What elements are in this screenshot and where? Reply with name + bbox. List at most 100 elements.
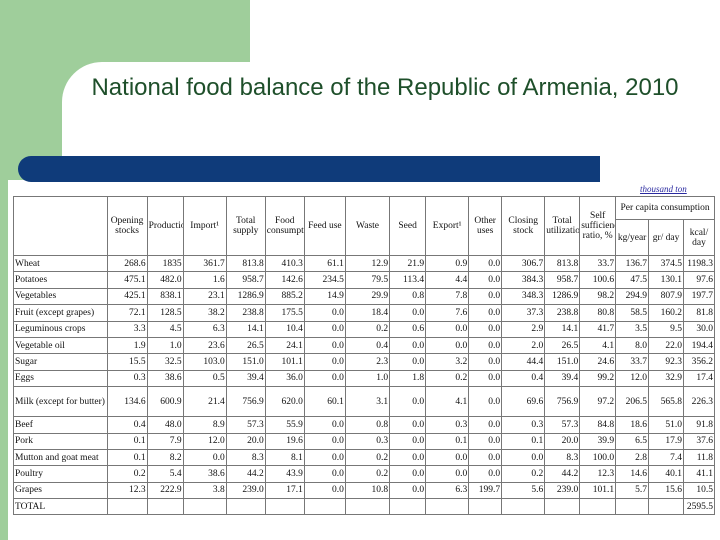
table-cell: 0.2 [425, 369, 470, 388]
table-row: Milk (except for butter) 134.6 600.9 21.4 75… [13, 386, 716, 418]
table-cell: 7.9 [146, 432, 184, 450]
table-cell: 97.2 [579, 386, 617, 418]
table-cell: 3.1 [344, 386, 391, 418]
table-cell: 0.2 [344, 320, 391, 338]
table-cell: 38.6 [182, 465, 227, 483]
table-cell: 8.2 [146, 448, 184, 467]
table-cell: 222.9 [146, 481, 184, 500]
table-cell: 600.9 [146, 386, 184, 418]
table-cell: 234.5 [303, 271, 346, 289]
table-cell [648, 498, 684, 516]
table-cell: 756.9 [544, 386, 581, 418]
table-cell: 348.3 [501, 287, 546, 306]
header-closing-stock: Closing stock [501, 196, 546, 256]
table-cell [579, 498, 617, 516]
table-cell [468, 498, 503, 516]
table-cell: 57.3 [225, 416, 266, 434]
table-cell: 136.7 [615, 254, 650, 273]
table-cell: 14.1 [225, 320, 266, 338]
table-cell: 620.0 [264, 386, 305, 418]
table-cell: 151.0 [544, 353, 581, 371]
table-cell [106, 498, 148, 516]
table-cell: 40.1 [648, 465, 684, 483]
table-cell: 23.6 [182, 336, 227, 355]
header-waste: Waste [344, 196, 391, 256]
table-cell: 14.6 [615, 465, 650, 483]
table-cell: 175.5 [264, 304, 305, 322]
table-cell: 0.0 [389, 386, 427, 418]
table-cell: 0.0 [389, 432, 427, 450]
table-cell: 98.2 [579, 287, 617, 306]
table-cell: 194.4 [682, 336, 716, 355]
table-cell: 1.9 [106, 336, 148, 355]
table-cell: 1198.3 [682, 254, 716, 273]
table-cell: 1286.9 [544, 287, 581, 306]
table-row: Eggs 0.3 38.6 0.5 39.4 36.0 0.0 1.0 1.8 0.2 0.0 0.4… [13, 369, 716, 388]
table-cell: 239.0 [225, 481, 266, 500]
table-cell: 33.7 [579, 254, 617, 273]
table-cell: 97.6 [682, 271, 716, 289]
table-cell: 3.8 [182, 481, 227, 500]
table-cell: 12.0 [615, 369, 650, 388]
table-cell: 103.0 [182, 353, 227, 371]
table-cell: 0.6 [389, 320, 427, 338]
table-cell: 0.0 [468, 287, 503, 306]
table-cell: 14.9 [303, 287, 346, 306]
table-cell: 101.1 [264, 353, 305, 371]
table-cell: 0.8 [344, 416, 391, 434]
table-cell: 1.0 [146, 336, 184, 355]
table-cell: 0.8 [389, 287, 427, 306]
table-cell: 3.3 [106, 320, 148, 338]
table-cell: 0.0 [389, 416, 427, 434]
table-cell: 0.0 [303, 448, 346, 467]
row-label: Sugar [13, 353, 108, 371]
table-cell: 0.0 [303, 481, 346, 500]
table-cell: 0.0 [389, 465, 427, 483]
table-row: Pork 0.1 7.9 12.0 20.0 19.6 0.0 0.3 0.0 0.1 0.0 0.1… [13, 432, 716, 450]
table-cell: 58.5 [615, 304, 650, 322]
table-cell: 0.2 [106, 465, 148, 483]
table-cell: 92.3 [648, 353, 684, 371]
row-label: Grapes [13, 481, 108, 500]
table-cell: 10.5 [682, 481, 716, 500]
table-cell: 18.6 [615, 416, 650, 434]
table-cell: 38.6 [146, 369, 184, 388]
table-cell: 0.0 [425, 320, 470, 338]
table-cell: 5.4 [146, 465, 184, 483]
slide-title: National food balance of the Republic of… [91, 74, 679, 101]
table-cell: 30.0 [682, 320, 716, 338]
table-cell: 361.7 [182, 254, 227, 273]
table-cell: 238.8 [544, 304, 581, 322]
table-cell [544, 498, 581, 516]
table-cell: 0.0 [303, 465, 346, 483]
table-cell: 14.1 [544, 320, 581, 338]
table-cell: 8.1 [264, 448, 305, 467]
header-self-sufficiency: Self sufficiency ratio, % [579, 196, 617, 256]
table-cell: 0.0 [389, 353, 427, 371]
table-cell: 37.3 [501, 304, 546, 322]
table-cell: 0.0 [303, 369, 346, 388]
row-label: Pork [13, 432, 108, 450]
table-cell: 813.8 [544, 254, 581, 273]
table-cell: 6.5 [615, 432, 650, 450]
table-cell: 0.0 [389, 304, 427, 322]
table-cell: 0.2 [344, 448, 391, 467]
table-cell: 0.0 [468, 416, 503, 434]
table-cell: 0.4 [106, 416, 148, 434]
table-cell: 26.5 [225, 336, 266, 355]
table-cell: 958.7 [225, 271, 266, 289]
table-cell: 0.0 [468, 369, 503, 388]
row-label: Leguminous crops [13, 320, 108, 338]
row-label: Poultry [13, 465, 108, 483]
table-cell: 0.2 [501, 465, 546, 483]
table-cell: 306.7 [501, 254, 546, 273]
table-cell: 91.8 [682, 416, 716, 434]
table-row: Grapes 12.3 222.9 3.8 239.0 17.1 0.0 10.8 0.0 6.3… [13, 481, 716, 500]
table-cell: 20.0 [544, 432, 581, 450]
table-cell [303, 498, 346, 516]
table-cell [264, 498, 305, 516]
table-cell: 55.9 [264, 416, 305, 434]
table-cell [425, 498, 470, 516]
table-cell: 0.3 [425, 416, 470, 434]
table-cell: 1286.9 [225, 287, 266, 306]
